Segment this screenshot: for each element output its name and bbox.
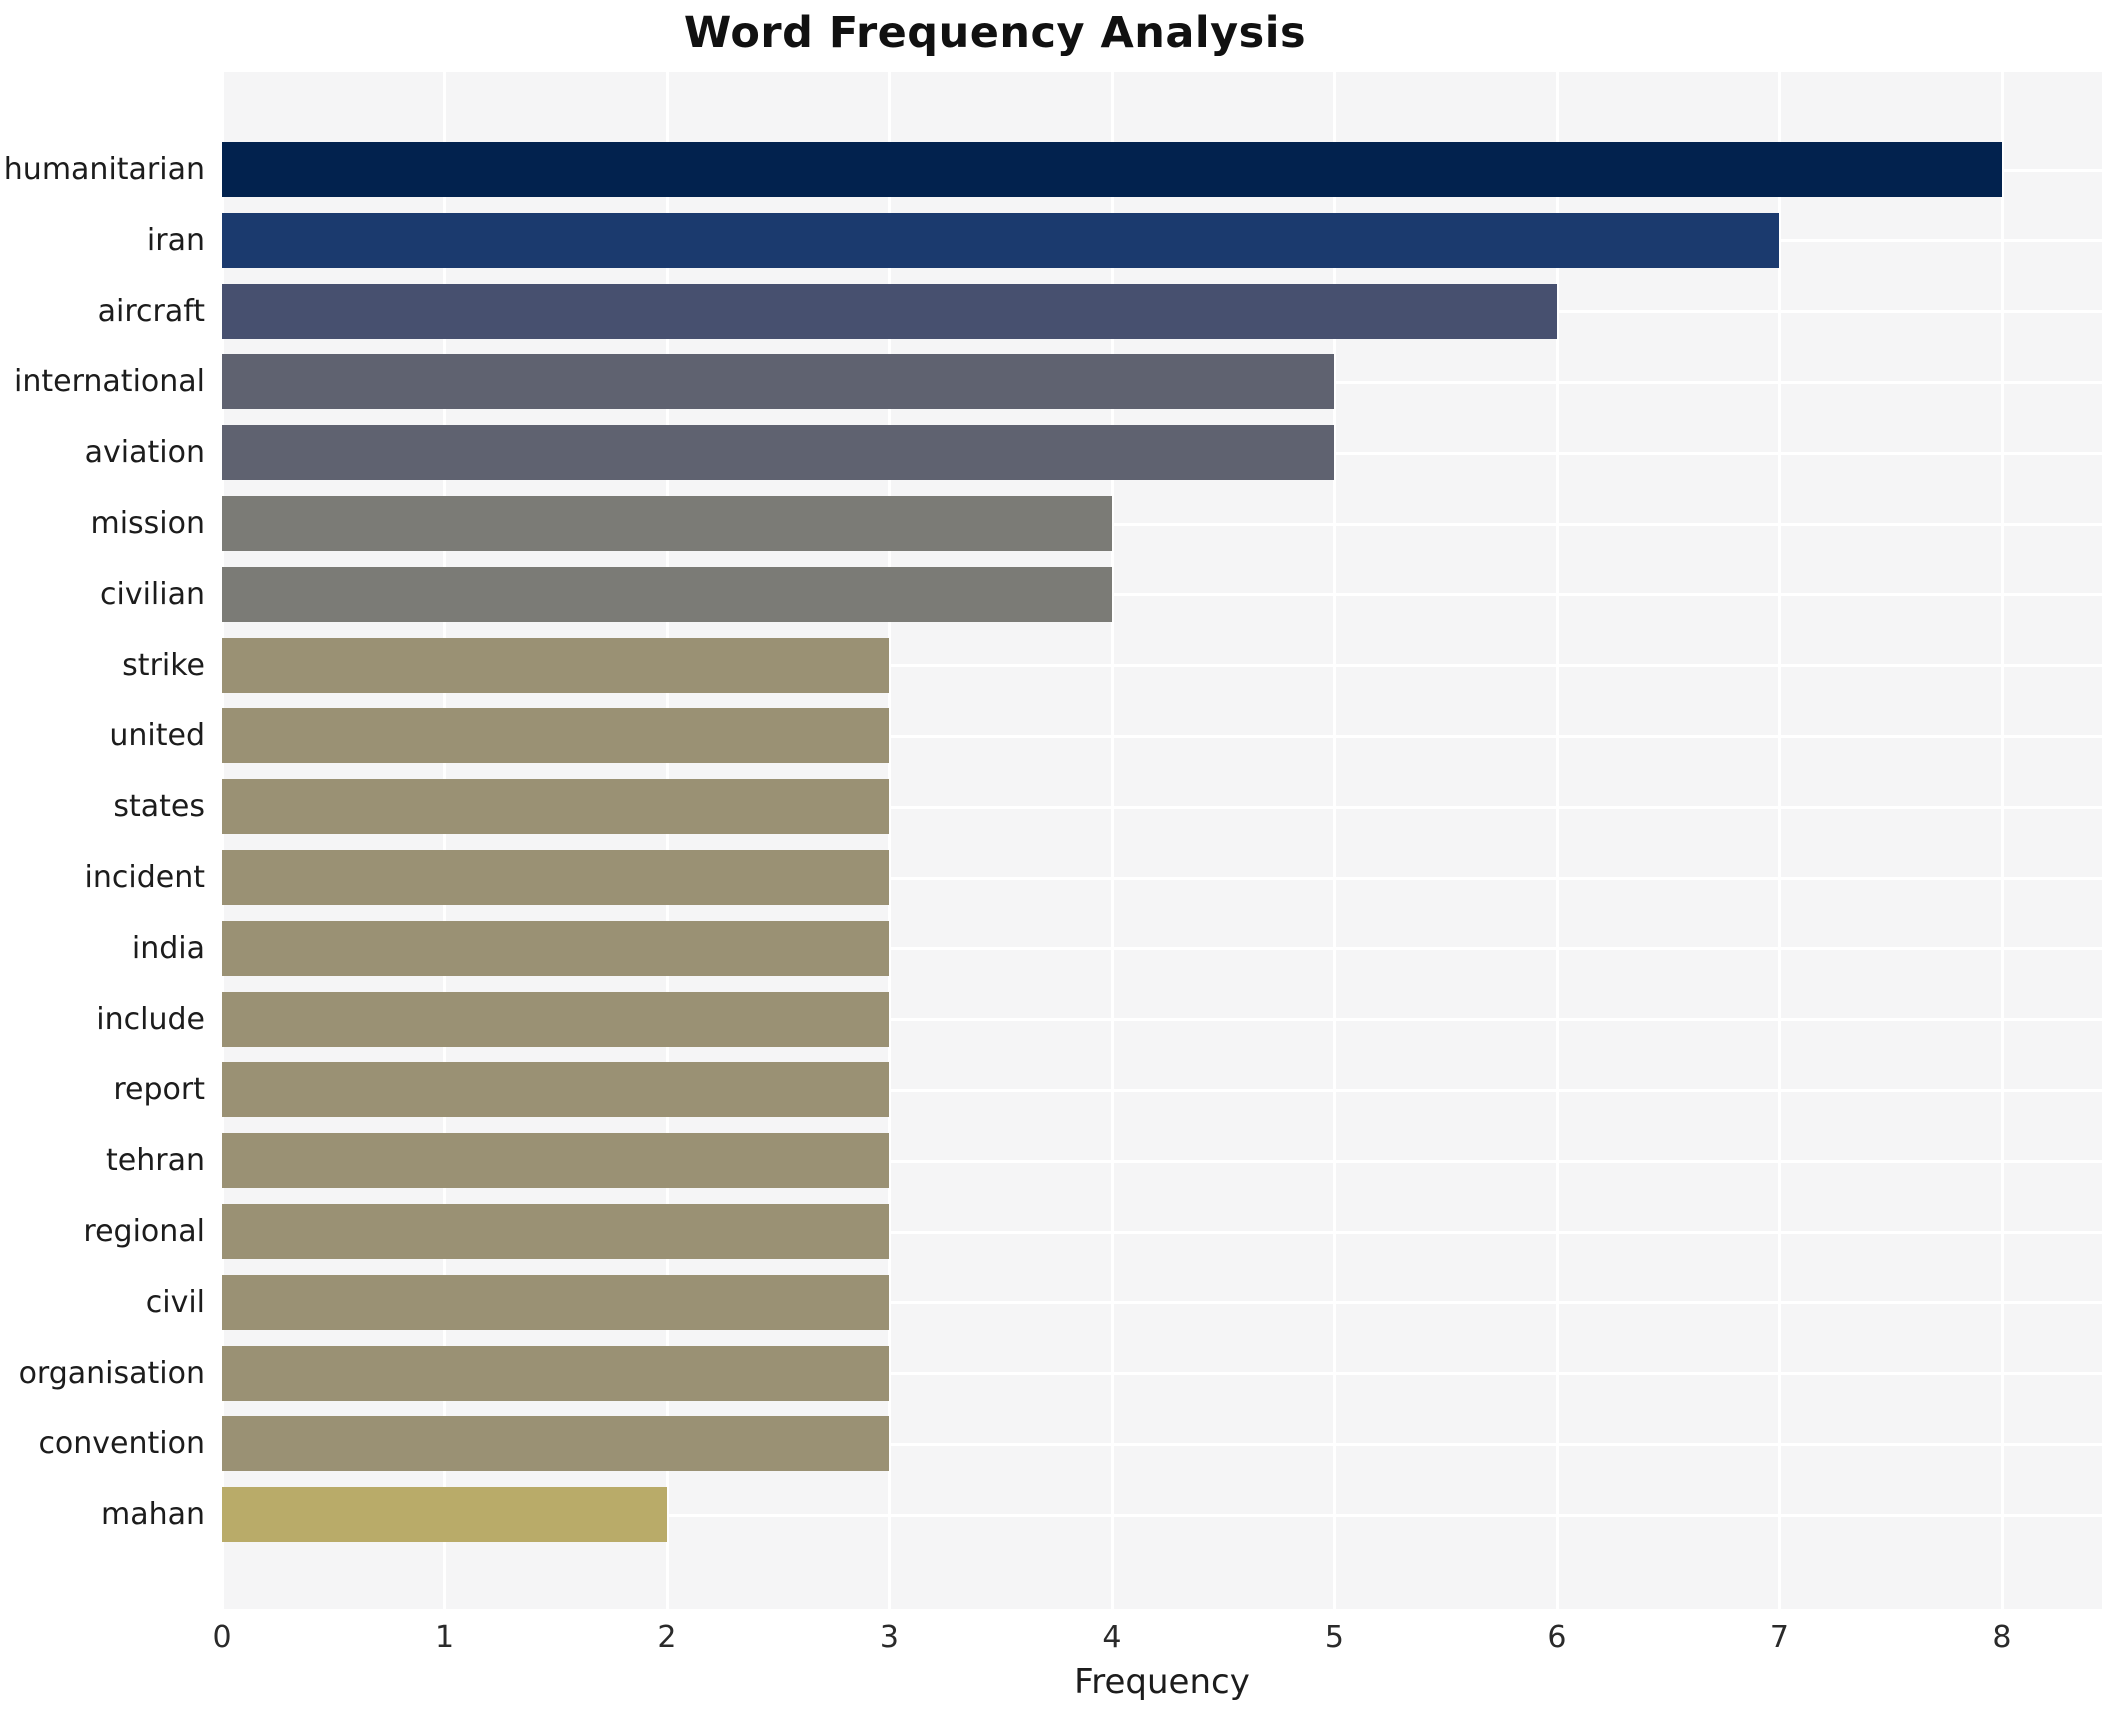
bar-united xyxy=(222,708,890,764)
y-tick-label-include: include xyxy=(96,1001,205,1037)
y-tick-label-aircraft: aircraft xyxy=(97,293,205,329)
bar-tehran xyxy=(222,1133,890,1189)
y-gridline xyxy=(222,1442,2102,1446)
y-gridline xyxy=(222,1372,2102,1376)
y-tick-label-mission: mission xyxy=(90,506,205,541)
y-tick-label-mahan: mahan xyxy=(100,1497,205,1533)
bar-incident xyxy=(222,850,890,905)
y-gridline xyxy=(222,947,2102,951)
y-gridline xyxy=(222,593,2102,597)
x-gridline xyxy=(1778,72,1782,1609)
y-gridline xyxy=(222,1301,2102,1305)
bar-civilian xyxy=(222,566,1112,622)
y-tick-label-civilian: civilian xyxy=(100,576,205,612)
y-tick-label-international: international xyxy=(14,364,205,400)
y-gridline xyxy=(222,1088,2102,1092)
y-tick-label-regional: regional xyxy=(83,1214,205,1249)
x-tick-label-3: 3 xyxy=(879,1620,899,1655)
y-tick-label-india: india xyxy=(131,930,205,966)
x-tick-label-5: 5 xyxy=(1324,1620,1344,1655)
y-gridline xyxy=(222,1159,2102,1163)
bar-regional xyxy=(222,1204,890,1259)
y-gridline xyxy=(222,522,2102,526)
y-tick-label-iran: iran xyxy=(146,222,205,258)
x-tick-label-1: 1 xyxy=(434,1620,455,1655)
x-gridline xyxy=(443,72,447,1609)
bar-convention xyxy=(222,1416,890,1472)
y-tick-label-organisation: organisation xyxy=(18,1355,205,1391)
y-gridline xyxy=(222,734,2102,738)
y-tick-label-report: report xyxy=(113,1072,205,1108)
x-tick-label-7: 7 xyxy=(1769,1620,1789,1655)
y-tick-label-states: states xyxy=(113,789,205,825)
x-gridline xyxy=(1333,72,1337,1609)
bar-report xyxy=(222,1062,890,1118)
x-gridline xyxy=(888,72,892,1609)
bar-strike xyxy=(222,637,890,693)
y-tick-label-united: united xyxy=(109,718,205,754)
bar-iran xyxy=(222,212,1780,268)
y-gridline xyxy=(222,664,2102,668)
x-tick-label-2: 2 xyxy=(657,1620,677,1655)
chart-title: Word Frequency Analysis xyxy=(683,8,1307,58)
x-gridline xyxy=(1555,72,1559,1609)
y-tick-label-civil: civil xyxy=(145,1284,205,1320)
bar-mahan xyxy=(222,1487,667,1543)
y-tick-label-incident: incident xyxy=(84,860,205,895)
plot-area xyxy=(221,72,2102,1609)
bar-aviation xyxy=(222,425,1335,481)
x-tick-label-4: 4 xyxy=(1102,1620,1122,1655)
bar-india xyxy=(222,920,890,976)
bar-organisation xyxy=(222,1345,890,1401)
bar-include xyxy=(222,991,890,1047)
y-gridline xyxy=(222,1230,2102,1234)
x-tick-label-0: 0 xyxy=(212,1620,232,1655)
x-gridline xyxy=(2000,72,2004,1609)
bar-aircraft xyxy=(222,283,1557,339)
y-gridline xyxy=(222,805,2102,809)
x-tick-label-6: 6 xyxy=(1547,1620,1567,1655)
y-tick-label-tehran: tehran xyxy=(106,1143,205,1179)
x-gridline xyxy=(665,72,669,1609)
x-gridline xyxy=(221,72,224,1609)
bar-civil xyxy=(222,1274,890,1330)
y-gridline xyxy=(222,1513,2102,1517)
y-tick-label-convention: convention xyxy=(38,1426,205,1462)
bar-humanitarian xyxy=(222,142,2002,197)
y-gridline xyxy=(222,876,2102,880)
y-tick-label-aviation: aviation xyxy=(84,435,205,471)
y-tick-label-humanitarian: humanitarian xyxy=(3,152,205,187)
bar-mission xyxy=(222,496,1112,551)
x-tick-label-8: 8 xyxy=(1992,1620,2012,1655)
bar-international xyxy=(222,354,1335,410)
y-tick-label-strike: strike xyxy=(122,647,205,683)
bar-states xyxy=(222,779,890,835)
y-gridline xyxy=(222,1018,2102,1022)
x-axis-label: Frequency xyxy=(1074,1662,1250,1702)
x-gridline xyxy=(1110,72,1114,1609)
